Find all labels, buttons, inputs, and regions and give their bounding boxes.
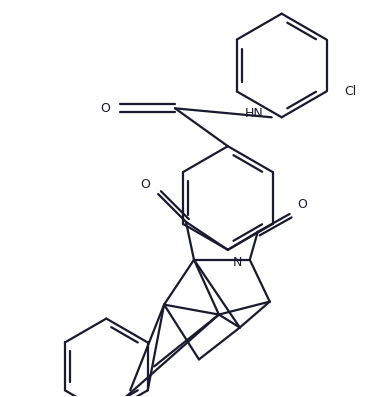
- Text: HN: HN: [245, 107, 264, 120]
- Text: O: O: [101, 102, 110, 115]
- Text: N: N: [233, 256, 242, 269]
- Text: Cl: Cl: [344, 85, 357, 98]
- Text: O: O: [298, 198, 307, 211]
- Text: O: O: [140, 178, 150, 191]
